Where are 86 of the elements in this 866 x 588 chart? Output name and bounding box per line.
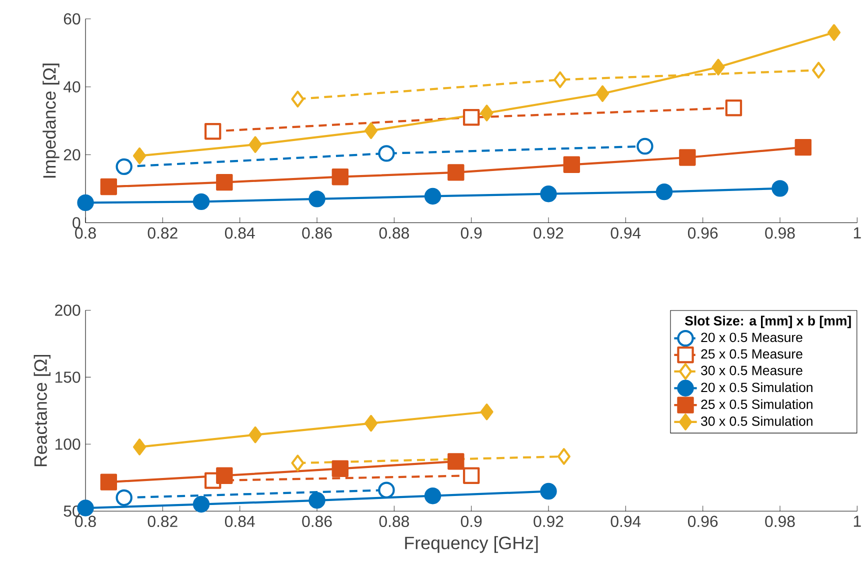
point (636, 138, 654, 155)
point (554, 72, 567, 88)
y-axis-title: Impedance [Ω] (42, 64, 60, 178)
point (308, 190, 326, 208)
point (248, 426, 262, 444)
point (204, 123, 222, 140)
x-tick-label: 0.84 (224, 516, 255, 528)
point (540, 186, 557, 202)
x-tick-label: 1 (854, 516, 861, 527)
x-tick-label: 0.94 (610, 228, 641, 239)
point (332, 460, 349, 478)
x-tick-label: 1 (854, 228, 861, 239)
x-tick-label: 0.96 (688, 228, 718, 239)
point (100, 178, 118, 196)
x-tick-label: 0.88 (379, 516, 409, 528)
y-tick-label: 150 (55, 372, 80, 383)
point (291, 90, 304, 108)
point (712, 58, 725, 76)
point (364, 122, 378, 140)
point (364, 415, 378, 432)
point (794, 139, 812, 156)
point (679, 149, 696, 166)
point (116, 490, 132, 506)
x-tick-label: 0.88 (379, 228, 409, 239)
x-axis-title: Frequency [GHz] (405, 536, 538, 554)
point (827, 24, 841, 41)
x-tick-label: 0.92 (534, 516, 564, 528)
x-tick-label: 0.82 (148, 228, 178, 239)
x-tick-label: 0.9 (460, 516, 482, 528)
point (424, 188, 442, 205)
legend-label: 25 x 0.5 Simulation (701, 399, 812, 410)
x-tick-label: 0.86 (302, 516, 332, 528)
y-tick-label: 40 (64, 81, 80, 93)
legend-title: Slot Size: a [mm] x b [mm] (684, 316, 851, 328)
legend-label: 30 x 0.5 Measure (701, 366, 802, 376)
y-tick-label: 20 (64, 149, 80, 161)
x-tick-label: 0.98 (765, 516, 795, 528)
point (462, 467, 480, 484)
legend-label: 20 x 0.5 Simulation (701, 382, 812, 392)
x-tick-label: 0.94 (610, 516, 641, 528)
y-tick-label: 60 (64, 13, 80, 25)
point (596, 85, 610, 102)
point (192, 496, 210, 513)
point (563, 156, 580, 174)
point (725, 100, 742, 116)
legend-label: 20 x 0.5 Measure (701, 332, 802, 342)
y-tick-label: 200 (55, 304, 80, 316)
x-tick-label: 0.92 (534, 228, 564, 239)
point (100, 474, 118, 491)
point (448, 453, 464, 470)
point (462, 109, 480, 126)
point (291, 454, 304, 472)
point (772, 180, 788, 197)
point (308, 492, 326, 509)
x-tick-label: 0.82 (148, 516, 178, 528)
x-tick-label: 0.9 (460, 228, 482, 239)
point (248, 136, 262, 154)
legend-label: 30 x 0.5 Simulation (701, 416, 812, 426)
point (378, 482, 395, 499)
point (378, 145, 395, 162)
x-tick-label: 0.96 (688, 516, 718, 528)
point (192, 193, 210, 210)
x-tick-label: 0.84 (224, 228, 255, 239)
x-tick-label: 0.8 (75, 516, 96, 528)
point (557, 448, 570, 465)
point (480, 404, 494, 420)
point (216, 174, 233, 191)
point (448, 164, 464, 181)
x-tick-label: 0.8 (75, 228, 96, 239)
point (216, 467, 233, 484)
x-tick-label: 0.98 (765, 228, 795, 239)
y-tick-label: 0 (72, 217, 80, 229)
y-axis-title: Reactance [Ω] (34, 355, 50, 466)
point (424, 488, 442, 504)
legend-label: 25 x 0.5 Measure (701, 349, 802, 359)
point (332, 168, 349, 186)
point (133, 438, 146, 456)
point (480, 104, 494, 122)
point (133, 148, 146, 164)
point (116, 158, 132, 176)
x-tick-label: 0.86 (302, 228, 332, 239)
point (77, 194, 94, 212)
point (656, 184, 673, 200)
point (812, 62, 826, 79)
point (540, 483, 557, 500)
y-tick-label: 100 (55, 438, 80, 450)
